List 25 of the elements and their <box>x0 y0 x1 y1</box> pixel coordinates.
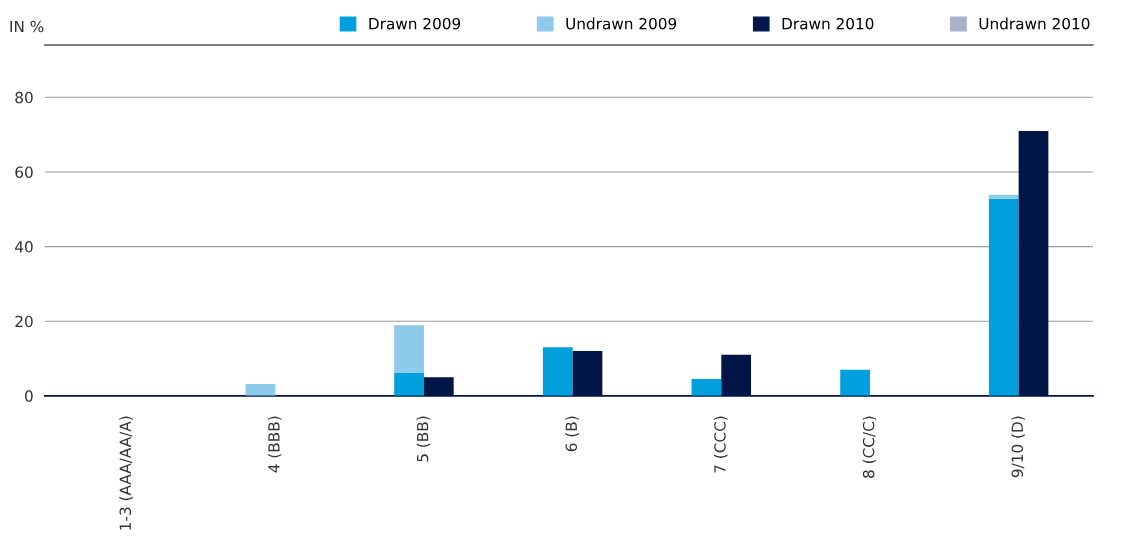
bar <box>394 373 424 396</box>
x-tick-label: 9/10 (D) <box>1011 416 1025 478</box>
bar <box>840 369 870 396</box>
y-axis-title: IN % <box>10 20 44 33</box>
legend-label: Undrawn 2009 <box>566 17 677 30</box>
y-tick-label: 20 <box>15 315 33 328</box>
bar <box>988 198 1019 396</box>
legend-label: Undrawn 2010 <box>979 17 1090 30</box>
x-tick-label: 1-3 (AAA/AA/A) <box>119 416 133 530</box>
x-tick-label: 8 (CC/C) <box>862 416 877 478</box>
x-tick-label: 5 (BB) <box>416 416 431 462</box>
x-tick-label: 6 (B) <box>565 416 579 452</box>
y-tick-label: 40 <box>15 241 33 253</box>
x-tick-label: 7 (CCC) <box>713 416 728 473</box>
bar <box>691 379 722 396</box>
y-tick-label: 60 <box>15 166 33 178</box>
bar <box>245 383 276 396</box>
bar <box>394 325 424 374</box>
y-tick-label: 80 <box>15 91 33 104</box>
legend-label: Drawn 2009 <box>369 17 461 30</box>
legend-label: Drawn 2010 <box>782 17 874 30</box>
bar <box>542 347 573 396</box>
bar <box>988 194 1019 199</box>
x-tick-label: 4 (BBB) <box>267 416 282 473</box>
y-tick-label: 0 <box>25 390 33 402</box>
